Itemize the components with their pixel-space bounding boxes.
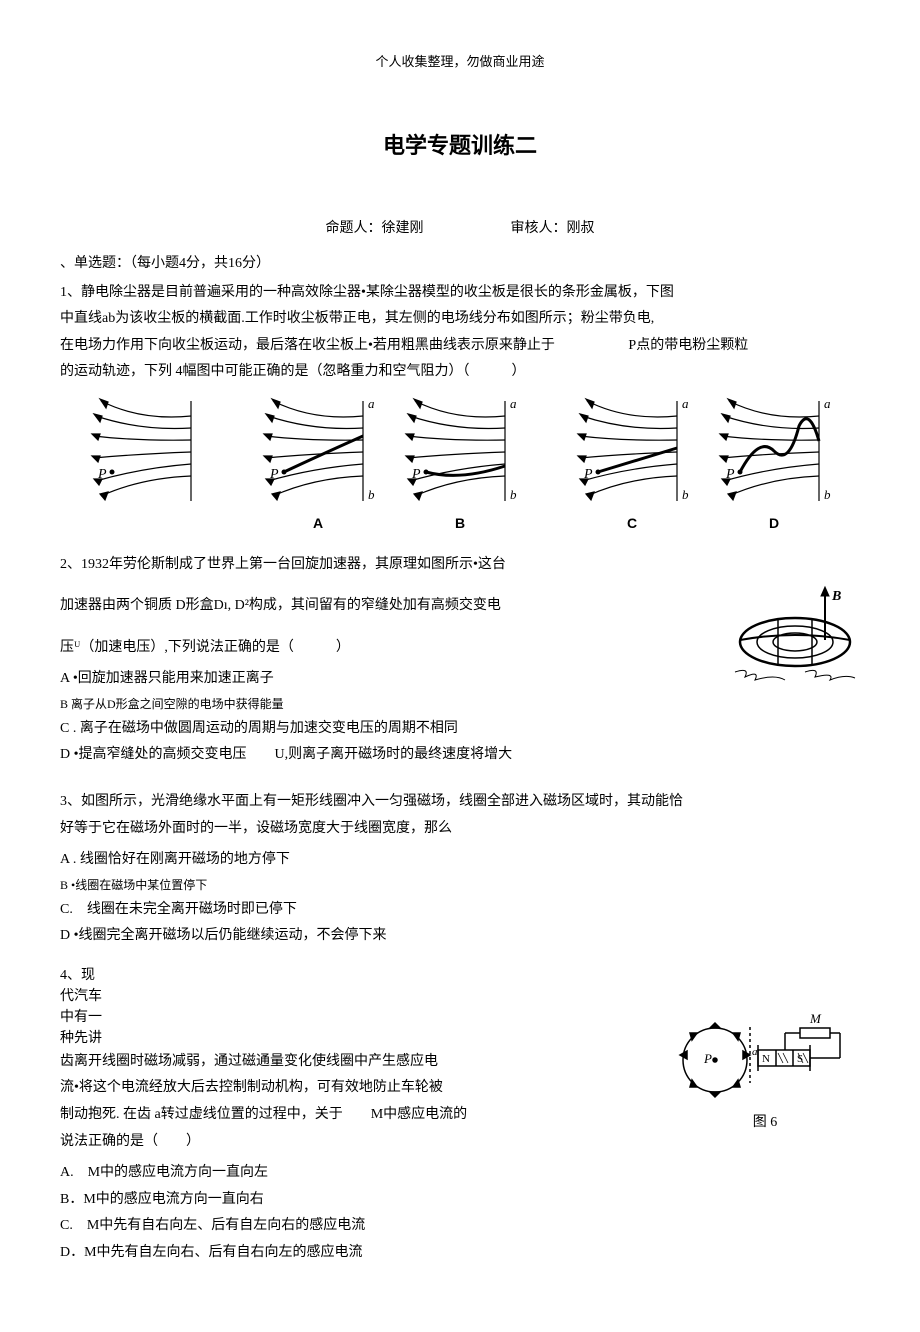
point-p-icon — [110, 470, 115, 475]
q1-fig-ref: P — [86, 396, 206, 506]
q4-figure: P a M N S 图 6 — [670, 965, 860, 1137]
q4-pre-2: 中有一 — [60, 1007, 650, 1028]
q4-opt-b: B．M中的感应电流方向一直向右 — [60, 1187, 650, 1214]
s-label: S — [797, 1053, 803, 1065]
q1-label-d: D — [714, 510, 834, 537]
q3-opt-c: C. 线圈在未完全离开磁场时即已停下 — [60, 897, 860, 924]
q1-fig-b: P a b B — [400, 396, 520, 537]
q2-opt-c: C . 离子在磁场中做圆周运动的周期与加速交变电压的周期不相同 — [60, 716, 710, 743]
q1-line1: 1、静电除尘器是目前普遍采用的一种高效除尘器•某除尘器模型的收尘板是很长的条形金… — [60, 280, 860, 307]
svg-text:a: a — [368, 396, 375, 411]
q4-line2: 流•将这个电流经放大后去控制制动机构，可有效地防止车轮被 — [60, 1075, 650, 1102]
svg-text:b: b — [682, 487, 689, 502]
reviewer-name: 刚叔 — [567, 221, 595, 236]
q3-opt-a: A . 线圈恰好在刚离开磁场的地方停下 — [60, 847, 860, 874]
q3-opt-d: D •线圈完全离开磁场以后仍能继续运动，不会停下来 — [60, 923, 860, 950]
svg-text:P: P — [269, 467, 279, 482]
question-3: 3、如图所示，光滑绝缘水平面上有一矩形线圈冲入一匀强磁场，线圈全部进入磁场区域时… — [60, 789, 860, 950]
creator-label: 命题人： — [326, 216, 382, 243]
q1-line3: 在电场力作用下向收尘板运动，最后落在收尘板上•若用粗黑曲线表示原来静止于 P点的… — [60, 333, 860, 360]
svg-text:P: P — [411, 467, 421, 482]
q4-opt-a: A. M中的感应电流方向一直向左 — [60, 1160, 650, 1187]
svg-text:a: a — [682, 396, 689, 411]
q1-fig-d: P a b D — [714, 396, 834, 537]
page-title: 电学专题训练二 — [60, 125, 860, 167]
q4-pre-1: 代汽车 — [60, 986, 650, 1007]
q1-line3-p: P点的带电粉尘颗粒 — [628, 333, 748, 360]
svg-text:P: P — [583, 467, 593, 482]
q2-line3: 压ᵁ（加速电压）,下列说法正确的是（ ） — [60, 635, 710, 662]
q1-line3-pre: 在电场力作用下向收尘板运动，最后落在收尘板上•若用粗黑曲线表示原来静止于 — [60, 338, 555, 353]
svg-text:b: b — [368, 487, 375, 502]
q1-figures: P — [60, 396, 860, 537]
p-label: P — [97, 467, 107, 482]
p-label: P — [703, 1051, 712, 1066]
m-label: M — [809, 1011, 822, 1026]
q2-line2: 加速器由两个铜质 D形盒Dı, D²构成，其间留有的窄缝处加有高频交变电 — [60, 593, 710, 620]
q4-narrow-intro: 4、现 代汽车 中有一 种先讲 — [60, 965, 650, 1049]
svg-text:b: b — [510, 487, 517, 502]
header-note: 个人收集整理，勿做商业用途 — [60, 50, 860, 75]
creator-name: 徐建刚 — [382, 221, 424, 236]
q4-pre-0: 4、现 — [60, 965, 650, 986]
svg-text:b: b — [824, 487, 831, 502]
q4-opt-d: D．M中先有自左向右、后有自右向左的感应电流 — [60, 1240, 650, 1267]
field-lines-d-icon: P a b — [714, 396, 834, 506]
authors-line: 命题人：徐建刚 审核人：刚叔 — [60, 216, 860, 243]
q1-label-c: C — [572, 510, 692, 537]
q1-line2: 中直线ab为该收尘板的横截面.工作时收尘板带正电，其左侧的电场线分布如图所示；粉… — [60, 306, 860, 333]
q4-line1: 齿离开线圈时磁场减弱，通过磁通量变化使线圈中产生感应电 — [60, 1049, 650, 1076]
q2-opt-a: A •回旋加速器只能用来加速正离子 — [60, 666, 710, 693]
q2-opt-b: B 离子从D形盒之间空隙的电场中获得能量 — [60, 693, 710, 716]
q1-line4: 的运动轨迹，下列 4幅图中可能正确的是（忽略重力和空气阻力）（ ） — [60, 359, 860, 386]
field-lines-b-icon: P a b — [400, 396, 520, 506]
n-label: N — [762, 1053, 770, 1065]
field-lines-a-icon: P a b — [258, 396, 378, 506]
svg-text:a: a — [824, 396, 831, 411]
q2-figure: B — [730, 552, 860, 687]
svg-text:a: a — [510, 396, 517, 411]
q4-caption: 图 6 — [670, 1110, 860, 1137]
q3-line2: 好等于它在磁场外面时的一半，设磁场宽度大于线圈宽度，那么 — [60, 816, 860, 843]
q2-opt-d: D •提高窄缝处的高频交变电压 U,则离子离开磁场时的最终速度将增大 — [60, 742, 710, 769]
q2-line1: 2、1932年劳伦斯制成了世界上第一台回旋加速器，其原理如图所示•这台 — [60, 552, 710, 579]
q3-opt-b: B •线圈在磁场中某位置停下 — [60, 874, 860, 897]
q4-line3: 制动抱死. 在齿 a转过虚线位置的过程中，关于 M中感应电流的 — [60, 1102, 650, 1129]
field-lines-ref-icon: P — [86, 396, 206, 506]
q1-label-b: B — [400, 510, 520, 537]
question-1: 1、静电除尘器是目前普遍采用的一种高效除尘器•某除尘器模型的收尘板是很长的条形金… — [60, 280, 860, 537]
reviewer-label: 审核人： — [511, 216, 567, 243]
question-4: 4、现 代汽车 中有一 种先讲 齿离开线圈时磁场减弱，通过磁通量变化使线圈中产生… — [60, 965, 860, 1267]
question-2: 2、1932年劳伦斯制成了世界上第一台回旋加速器，其原理如图所示•这台 加速器由… — [60, 552, 860, 769]
svg-text:P: P — [725, 467, 735, 482]
cyclotron-icon: B — [730, 582, 860, 687]
q1-fig-c: P a b C — [572, 396, 692, 537]
q1-label-a: A — [258, 510, 378, 537]
q1-fig-a: P a b A — [258, 396, 378, 537]
abs-gear-icon: P a M N S — [670, 1005, 850, 1105]
b-label: B — [831, 589, 841, 604]
q4-line4: 说法正确的是（ ） — [60, 1129, 650, 1156]
q4-opt-c: C. M中先有自右向左、后有自左向右的感应电流 — [60, 1213, 650, 1240]
q4-pre-3: 种先讲 — [60, 1028, 650, 1049]
a-label: a — [752, 1046, 758, 1058]
q3-line1: 3、如图所示，光滑绝缘水平面上有一矩形线圈冲入一匀强磁场，线圈全部进入磁场区域时… — [60, 789, 860, 816]
field-lines-c-icon: P a b — [572, 396, 692, 506]
section-heading: 、单选题：（每小题4分，共16分） — [60, 251, 860, 278]
